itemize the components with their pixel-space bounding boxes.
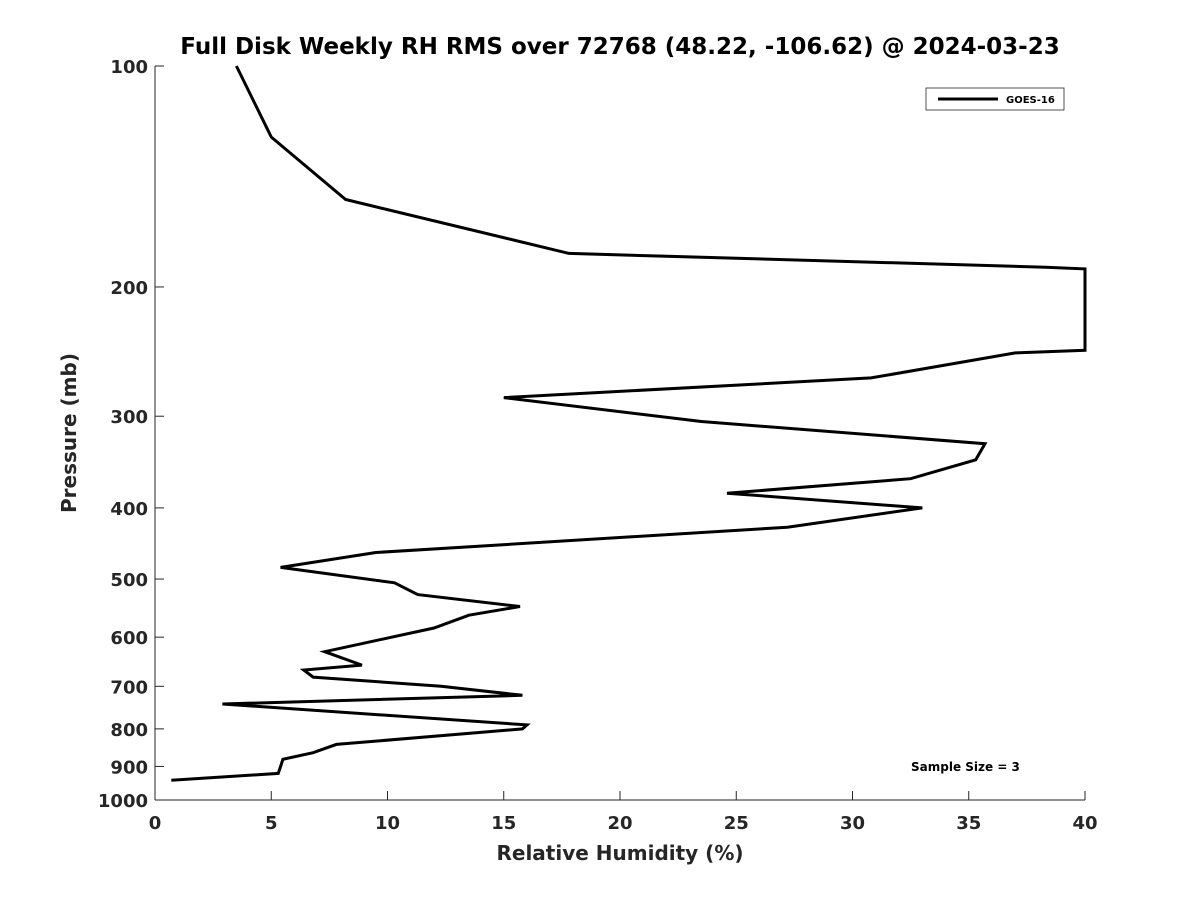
y-tick-label: 700 xyxy=(110,677,148,698)
y-axis-label: Pressure (mb) xyxy=(57,353,81,513)
x-tick-label: 10 xyxy=(375,813,400,834)
x-tick-label: 40 xyxy=(1072,813,1097,834)
y-tick-label: 900 xyxy=(110,757,148,778)
y-tick-group: 100 200 300 400 500 600 700 800 900 1000 xyxy=(98,57,164,812)
y-tick-label: 500 xyxy=(110,570,148,591)
y-tick-label: 200 xyxy=(110,278,148,299)
y-tick-label: 300 xyxy=(110,407,148,428)
y-tick-label: 100 xyxy=(110,57,148,78)
x-tick-label: 20 xyxy=(607,813,632,834)
y-tick-label: 800 xyxy=(110,720,148,741)
x-axis-label: Relative Humidity (%) xyxy=(496,841,743,865)
x-tick-label: 0 xyxy=(149,813,162,834)
legend-label: GOES-16 xyxy=(1006,95,1055,106)
series-line-goes-16 xyxy=(171,65,1087,782)
x-tick-label: 25 xyxy=(724,813,749,834)
y-tick-label: 400 xyxy=(110,499,148,520)
y-tick-label: 600 xyxy=(110,628,148,649)
y-tick-label: 1000 xyxy=(98,791,148,812)
series-group xyxy=(171,65,1087,782)
x-tick-label: 30 xyxy=(840,813,865,834)
x-tick-label: 15 xyxy=(491,813,516,834)
sample-size-annotation: Sample Size = 3 xyxy=(911,760,1020,774)
x-tick-group: 0 5 10 15 20 25 30 35 40 xyxy=(149,791,1098,834)
x-tick-label: 5 xyxy=(265,813,278,834)
x-tick-label: 35 xyxy=(956,813,981,834)
legend: GOES-16 xyxy=(925,87,1065,111)
chart-title: Full Disk Weekly RH RMS over 72768 (48.2… xyxy=(180,34,1059,60)
